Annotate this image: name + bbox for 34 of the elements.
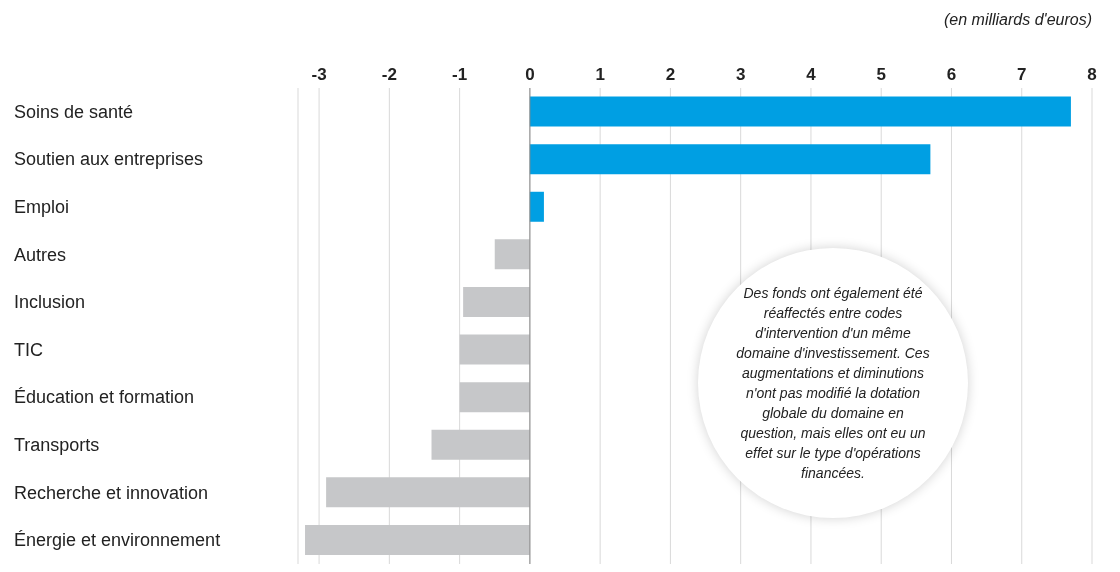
- bar: [463, 286, 530, 317]
- x-tick-label: 5: [876, 65, 886, 84]
- y-tick-label: Transports: [14, 435, 100, 455]
- bar: [459, 334, 530, 365]
- x-tick-label: 7: [1017, 65, 1027, 84]
- x-tick-label: 6: [946, 65, 957, 84]
- x-tick-label: 1: [595, 65, 605, 84]
- x-tick-label: -2: [381, 65, 397, 84]
- bar: [431, 429, 530, 460]
- y-tick-label: Énergie et environnement: [14, 530, 221, 551]
- y-tick-label: Inclusion: [14, 292, 86, 313]
- y-tick-label: Emploi: [14, 197, 70, 217]
- x-axis-title: (en milliards d'euros): [944, 11, 1092, 29]
- bar: [494, 239, 530, 270]
- x-tick-label: 8: [1087, 65, 1097, 84]
- y-tick-label: Soins de santé: [14, 101, 134, 122]
- x-tick-label: -1: [452, 65, 468, 84]
- note-circle: Des fonds ont également été réaffectés entre codes d'intervention d'un même domaine d'investissement. Ces augmentations et diminutions n'ont pas modifié la dotation globale du domaine en question, mais elles ont eu un effet sur le type d'opérations financées.: [698, 248, 968, 518]
- bar: [305, 524, 530, 555]
- x-tick-label: 0: [525, 65, 535, 84]
- x-tick-label: 2: [665, 65, 676, 84]
- x-tick-label: 3: [735, 65, 746, 84]
- bar: [529, 144, 931, 175]
- bar: [459, 382, 530, 413]
- y-tick-label: Soutien aux entreprises: [14, 149, 204, 170]
- x-tick-label: 4: [806, 65, 817, 84]
- bar: [326, 477, 530, 508]
- y-tick-label: Recherche et innovation: [14, 482, 209, 503]
- y-tick-label: Autres: [14, 244, 67, 265]
- x-tick-label: -3: [311, 65, 327, 84]
- y-tick-label: TIC: [14, 339, 43, 360]
- bar: [529, 191, 544, 222]
- y-tick-label: Éducation et formation: [14, 387, 195, 408]
- bar: [529, 96, 1071, 127]
